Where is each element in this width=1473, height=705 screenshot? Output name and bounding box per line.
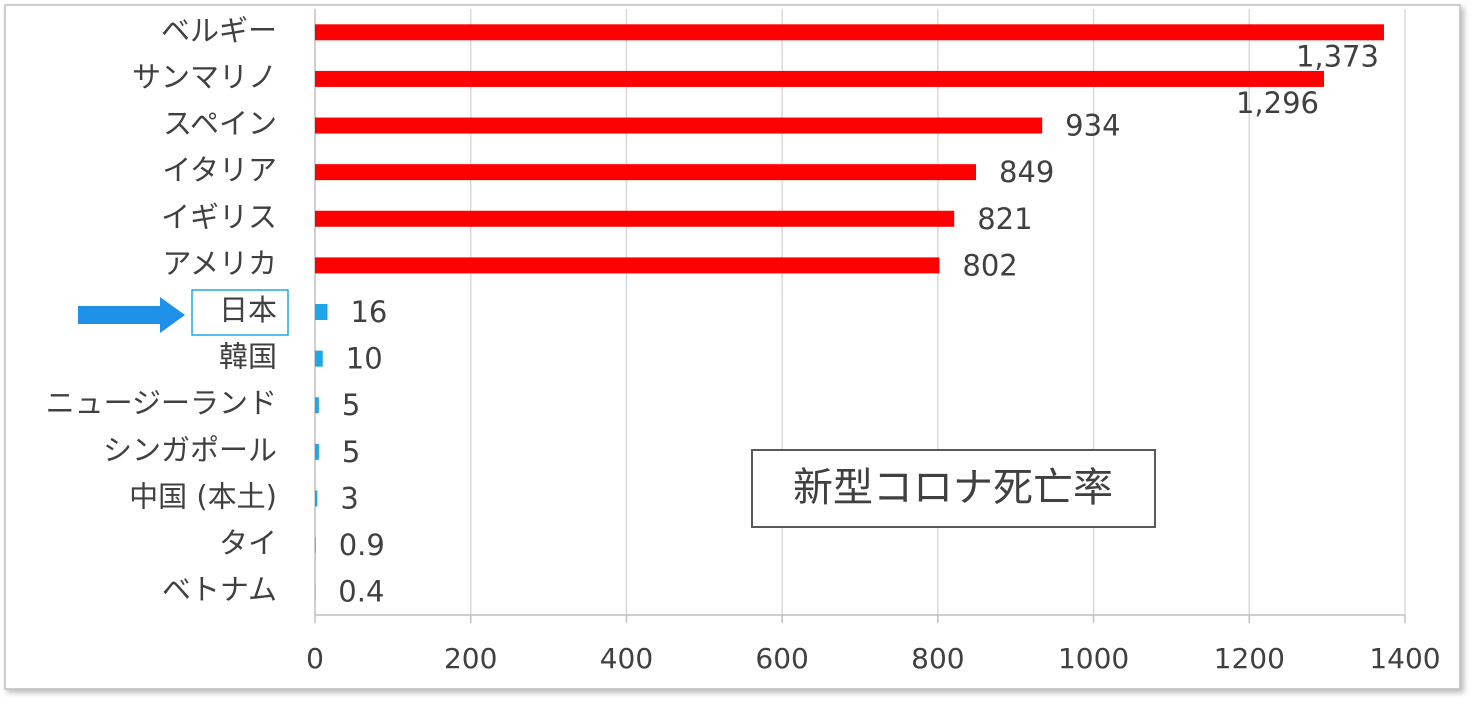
y-tick-label: アメリカ	[162, 246, 277, 280]
y-tick-label: イタリア	[162, 153, 277, 187]
bar	[315, 443, 319, 460]
y-tick-label: タイ	[219, 526, 277, 560]
y-tick-label: ニュージーランド	[46, 386, 277, 420]
data-label: 1,373	[1296, 39, 1379, 73]
bar	[315, 70, 1325, 87]
bar	[315, 210, 955, 227]
data-label: 0.9	[339, 528, 385, 562]
y-tick-label: 韓国	[219, 340, 277, 374]
highlight-box	[191, 289, 289, 336]
x-tick-label: 1200	[1214, 642, 1285, 675]
data-label: 0.4	[338, 575, 384, 609]
data-label: 3	[340, 481, 358, 515]
y-tick-label: シンガポール	[103, 433, 277, 467]
data-label: 10	[346, 342, 383, 376]
data-label: 16	[350, 295, 387, 329]
y-tick-label: 日本	[219, 293, 277, 327]
x-tick-label: 800	[911, 642, 964, 675]
y-tick-label: イギリス	[161, 200, 277, 234]
bar	[315, 537, 316, 554]
data-label: 1,296	[1236, 86, 1319, 120]
data-label: 849	[999, 155, 1054, 189]
x-tick-label: 1000	[1058, 642, 1129, 675]
bar	[315, 350, 323, 367]
bar	[315, 164, 977, 181]
data-label: 821	[977, 202, 1032, 236]
y-tick-label: サンマリノ	[132, 60, 277, 94]
x-tick-label: 600	[755, 642, 808, 675]
y-tick-label: ベルギー	[161, 13, 277, 47]
highlight-arrow	[78, 297, 185, 333]
x-tick-label: 1400	[1369, 642, 1440, 675]
data-label: 5	[342, 388, 360, 422]
chart-title: 新型コロナ死亡率	[793, 465, 1113, 511]
x-tick-label: 0	[306, 642, 324, 675]
bar	[315, 24, 1384, 41]
y-tick-label: ベトナム	[162, 573, 277, 607]
bar	[315, 257, 940, 274]
x-tick-label: 200	[444, 642, 497, 675]
data-label: 802	[962, 248, 1017, 282]
y-tick-label: スペイン	[163, 107, 277, 141]
title-box	[751, 449, 1156, 528]
y-tick-label: 中国 (本土)	[129, 479, 277, 513]
data-label: 934	[1065, 109, 1120, 143]
bar	[315, 117, 1043, 134]
bar	[315, 490, 318, 507]
data-label: 5	[342, 435, 360, 469]
bar	[315, 304, 328, 320]
x-tick-label: 400	[600, 642, 653, 675]
bar	[315, 397, 319, 414]
